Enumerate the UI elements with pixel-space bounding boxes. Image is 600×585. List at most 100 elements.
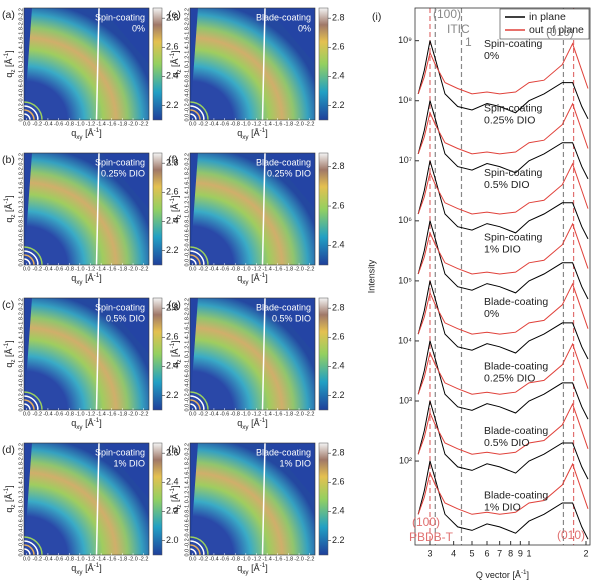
label-part: ] bbox=[99, 418, 102, 428]
y-tick-label: -0.4 bbox=[18, 94, 24, 103]
label-part: z bbox=[176, 504, 183, 507]
x-tick-label: 0.0 bbox=[189, 121, 197, 127]
profile-line bbox=[417, 222, 589, 275]
y-tick-label: -0.8 bbox=[18, 220, 24, 229]
x-tick-label: -1.6 bbox=[273, 121, 282, 127]
y-tick-label: -0.8 bbox=[184, 510, 190, 519]
x-tick-label: -0.6 bbox=[54, 121, 63, 127]
profile-line bbox=[417, 342, 589, 395]
x-tick-label: -0.6 bbox=[220, 121, 229, 127]
label-part: xy bbox=[76, 134, 83, 141]
y-tick-label: -0.2 bbox=[18, 248, 24, 257]
x-tick-label: 8 bbox=[508, 548, 513, 558]
axis-label: qz [Å-1] bbox=[169, 195, 183, 222]
image bbox=[24, 443, 149, 555]
y-tick-label: -1.0 bbox=[184, 210, 190, 219]
curve-label: 1% DIO bbox=[484, 243, 521, 255]
condition-label: 1% DIO bbox=[113, 458, 145, 468]
x-tick-label: -2.0 bbox=[294, 411, 303, 417]
profile-line bbox=[417, 162, 589, 215]
y-tick-label: -2.0 bbox=[184, 163, 190, 172]
y-tick-label: -1.4 bbox=[184, 46, 190, 55]
label-part: z bbox=[10, 504, 17, 507]
label-part: -1 bbox=[3, 52, 10, 58]
y-tick-label: -0.8 bbox=[184, 220, 190, 229]
curve-label: Blade-coating bbox=[484, 489, 548, 501]
frame bbox=[189, 152, 316, 266]
x-tick-label: -1.6 bbox=[107, 556, 116, 562]
x-tick-label: -1.0 bbox=[241, 266, 250, 272]
panel-label: (c) bbox=[2, 299, 14, 311]
colorbar-tick-label: 2.2 bbox=[332, 535, 345, 545]
label-part: q bbox=[170, 218, 180, 223]
label-part: z bbox=[10, 359, 17, 362]
y-tick-label: -0.8 bbox=[18, 510, 24, 519]
y-tick-label: -0.2 bbox=[184, 538, 190, 547]
y-tick-label: -0.4 bbox=[184, 384, 190, 393]
y-tick-label: -2.0 bbox=[18, 308, 24, 317]
x-tick-label: -2.2 bbox=[139, 121, 148, 127]
condition-label: 0.5% DIO bbox=[106, 313, 145, 323]
x-tick-label: -1.8 bbox=[118, 411, 127, 417]
image bbox=[24, 8, 149, 120]
panel-label: (f) bbox=[168, 154, 178, 166]
condition-label: Spin-coating bbox=[95, 12, 145, 22]
image bbox=[190, 443, 315, 555]
condition-label: Blade-coating bbox=[256, 447, 311, 457]
x-tick-label: 2 bbox=[583, 548, 588, 558]
label-part: xy bbox=[76, 569, 83, 576]
x-tick-label: -1.4 bbox=[262, 556, 271, 562]
x-tick-label: 5 bbox=[469, 548, 474, 558]
detector-gap bbox=[261, 298, 266, 410]
y-tick-label: -1.0 bbox=[184, 355, 190, 364]
x-tick-label: -0.6 bbox=[220, 266, 229, 272]
y-tick-label: 10⁷ bbox=[399, 155, 412, 165]
y-tick-label: -1.2 bbox=[184, 201, 190, 210]
panel-label: (e) bbox=[168, 9, 181, 21]
label-part: q bbox=[4, 73, 14, 78]
x-tick-label: -2.2 bbox=[139, 556, 148, 562]
scattering-arc bbox=[190, 8, 315, 120]
x-tick-label: -1.2 bbox=[86, 121, 95, 127]
x-tick-label: 4 bbox=[451, 548, 456, 558]
detector-gap bbox=[261, 443, 266, 555]
x-tick-label: -0.2 bbox=[33, 411, 42, 417]
colorbar-tick-label: 2.6 bbox=[166, 187, 179, 197]
y-tick-label: -0.6 bbox=[18, 84, 24, 93]
x-tick-label: 0.0 bbox=[189, 411, 197, 417]
y-tick-label: -2.0 bbox=[184, 18, 190, 27]
scattering-arc bbox=[24, 443, 149, 555]
label-part: xy bbox=[242, 134, 249, 141]
label-part: [Å bbox=[170, 203, 180, 214]
label-part: ] bbox=[265, 273, 268, 283]
annotation: (010) bbox=[557, 528, 585, 542]
x-tick-label: -0.2 bbox=[33, 266, 42, 272]
x-tick-label: -0.4 bbox=[209, 266, 218, 272]
x-tick-label: 0.0 bbox=[189, 266, 197, 272]
x-tick-label: -1.8 bbox=[284, 121, 293, 127]
label-part: -1 bbox=[94, 127, 100, 134]
x-tick-label: 0.0 bbox=[23, 411, 31, 417]
colorbar-tick-label: 2.6 bbox=[166, 448, 179, 458]
y-tick-label: -1.6 bbox=[184, 37, 190, 46]
x-tick-label: 9 bbox=[518, 548, 523, 558]
curve-label: 0% bbox=[484, 308, 499, 320]
label-part: -1 bbox=[94, 417, 100, 424]
x-tick-label: -0.4 bbox=[209, 556, 218, 562]
y-tick-label: -0.4 bbox=[18, 239, 24, 248]
y-tick-label: -1.4 bbox=[18, 46, 24, 55]
label-part: -1 bbox=[260, 272, 266, 279]
detector-gap bbox=[95, 8, 100, 120]
profile-line bbox=[417, 42, 589, 95]
colorbar-tick-label: 2.4 bbox=[166, 477, 179, 487]
y-tick-label: -1.2 bbox=[18, 491, 24, 500]
x-tick-label: -2.2 bbox=[305, 411, 314, 417]
profile-line bbox=[417, 282, 589, 335]
detector-gap bbox=[261, 8, 266, 120]
y-tick-label: -1.6 bbox=[18, 472, 24, 481]
axis-label: qxy [Å-1] bbox=[71, 417, 101, 431]
label-part: -1 bbox=[3, 487, 10, 493]
axis-label: qxy [Å-1] bbox=[237, 417, 267, 431]
x-tick-label: -2.0 bbox=[128, 266, 137, 272]
